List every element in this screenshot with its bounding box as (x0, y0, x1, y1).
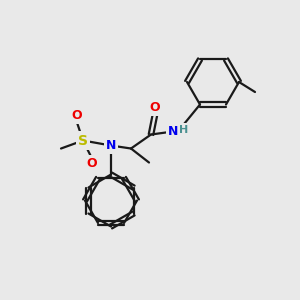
Text: S: S (78, 134, 88, 148)
Text: H: H (179, 124, 189, 134)
Text: O: O (87, 157, 97, 170)
Text: N: N (106, 139, 116, 152)
Text: O: O (150, 101, 160, 114)
Text: O: O (72, 109, 82, 122)
Text: N: N (168, 125, 178, 138)
